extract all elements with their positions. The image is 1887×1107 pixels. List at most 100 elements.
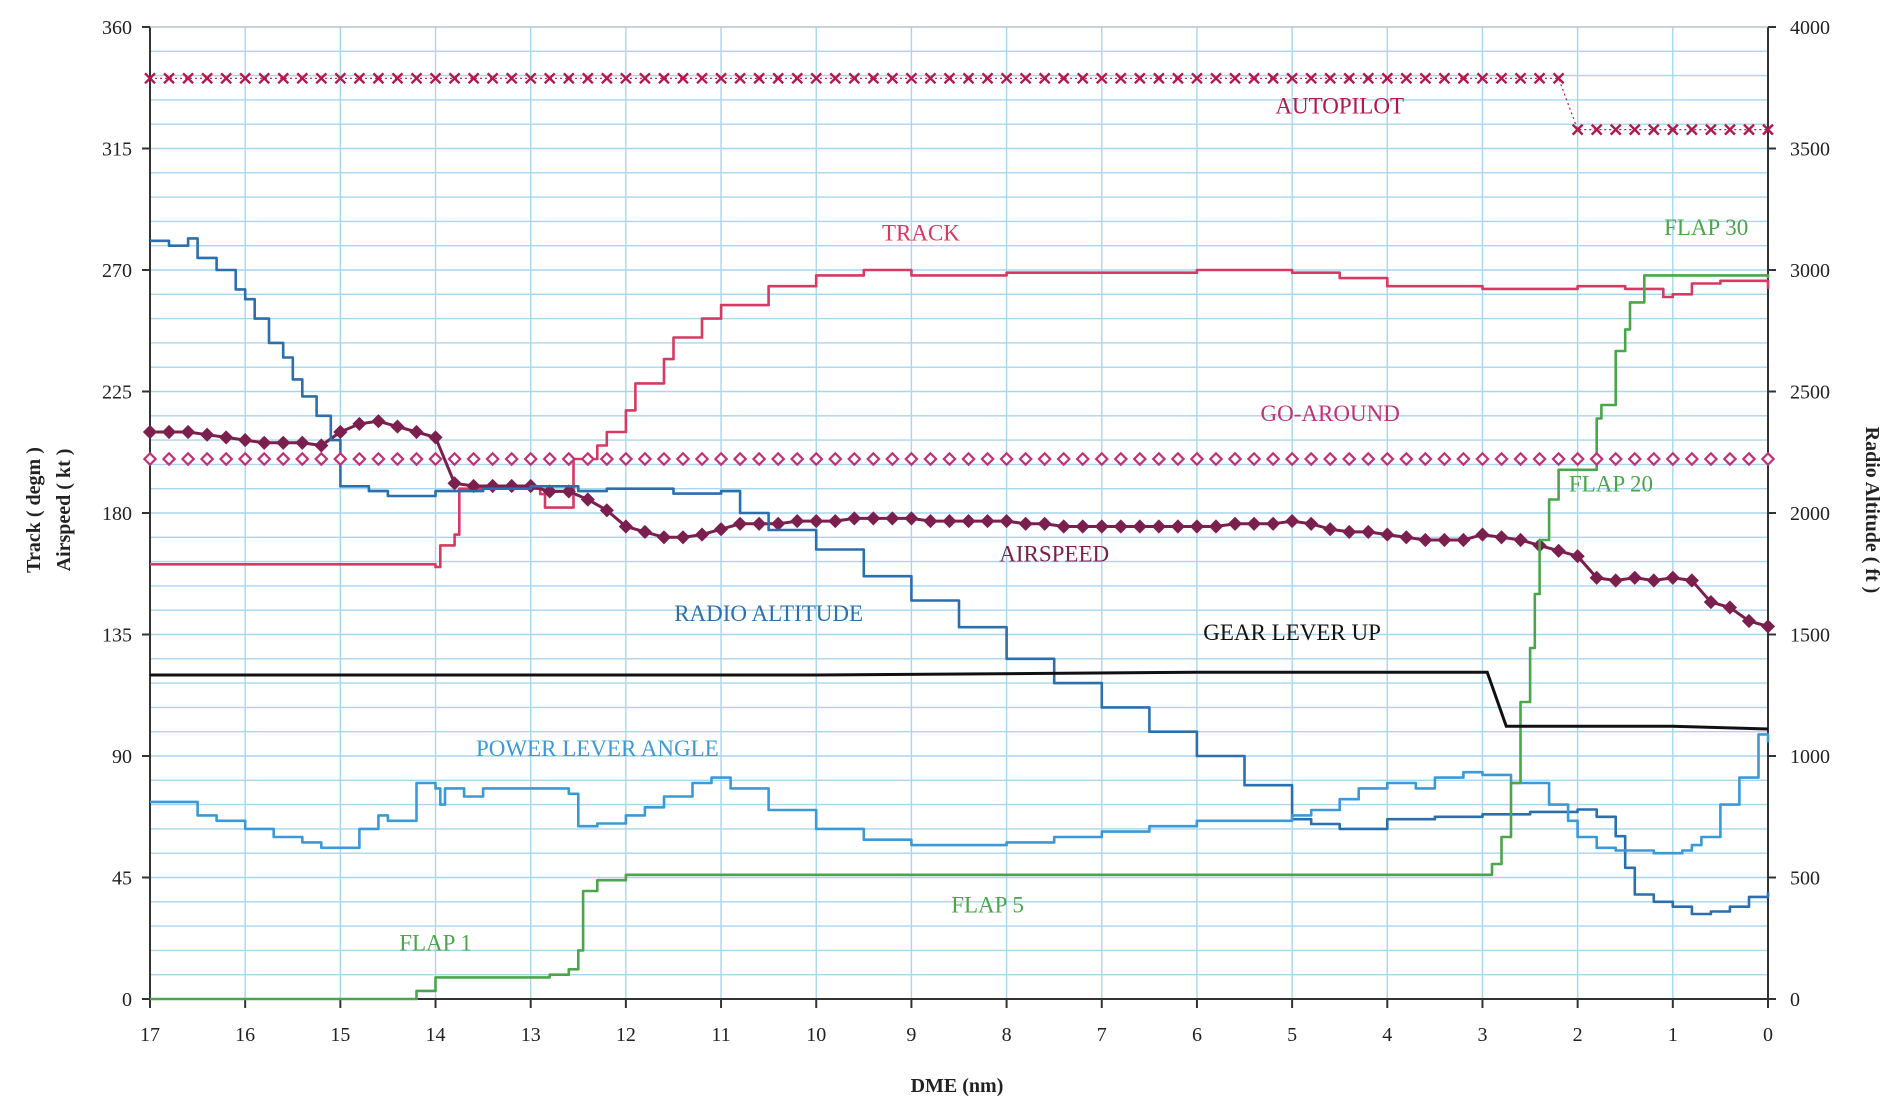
data-point-go_around bbox=[352, 451, 367, 467]
data-point-airspeed bbox=[999, 514, 1014, 529]
data-point-go_around bbox=[1646, 451, 1662, 467]
data-point-airspeed bbox=[885, 511, 900, 526]
data-point-go_around bbox=[751, 451, 767, 467]
data-point-go_around bbox=[770, 451, 786, 467]
series-line-flap bbox=[150, 274, 1770, 1001]
data-point-autopilot bbox=[524, 72, 537, 85]
tick-labels: 17 16 15 14 13 12 11 10 9 8 7 6 5 4 3 2 1 004590135180225… bbox=[102, 17, 1830, 1046]
data-point-airspeed bbox=[1437, 532, 1452, 548]
y-axis-left-title-airspeed: Airspeed ( kt ) bbox=[53, 449, 75, 572]
data-point-go_around bbox=[1551, 451, 1566, 467]
data-point-go_around bbox=[1627, 451, 1642, 467]
data-point-airspeed bbox=[1227, 516, 1243, 531]
data-point-autopilot bbox=[277, 72, 290, 85]
data-point-autopilot bbox=[810, 72, 823, 85]
data-point-go_around bbox=[1589, 451, 1604, 467]
data-point-airspeed bbox=[752, 516, 767, 531]
data-point-autopilot bbox=[1381, 72, 1394, 85]
data-point-autopilot bbox=[562, 72, 575, 85]
data-point-airspeed bbox=[161, 424, 177, 440]
y-left-tick-label: 270 bbox=[102, 260, 132, 282]
data-point-autopilot bbox=[505, 72, 518, 85]
data-point-autopilot bbox=[696, 72, 708, 85]
data-point-airspeed bbox=[1475, 527, 1490, 542]
data-point-airspeed bbox=[1741, 613, 1757, 629]
y-right-tick-label: 2000 bbox=[1790, 503, 1830, 525]
data-point-go_around bbox=[732, 451, 748, 467]
data-point-go_around bbox=[923, 451, 938, 467]
data-point-autopilot bbox=[886, 72, 899, 85]
data-point-autopilot bbox=[734, 72, 746, 85]
data-point-airspeed bbox=[1342, 524, 1357, 539]
x-tick-label: 17 bbox=[140, 1024, 160, 1046]
data-point-airspeed bbox=[1684, 573, 1699, 588]
data-point-autopilot bbox=[1571, 123, 1584, 136]
data-point-go_around bbox=[1760, 451, 1776, 467]
annotation-label: FLAP 20 bbox=[1569, 471, 1653, 496]
data-point-autopilot bbox=[334, 72, 347, 85]
data-point-autopilot bbox=[791, 72, 804, 85]
data-point-autopilot bbox=[1628, 123, 1641, 136]
data-point-go_around bbox=[1513, 451, 1528, 467]
data-point-airspeed bbox=[371, 414, 386, 429]
data-point-airspeed bbox=[1037, 516, 1052, 531]
y-left-tick-label: 0 bbox=[122, 989, 132, 1011]
x-tick-label: 12 bbox=[616, 1024, 636, 1046]
data-point-go_around bbox=[314, 451, 329, 467]
data-point-airspeed bbox=[1246, 516, 1262, 531]
data-point-airspeed bbox=[923, 514, 938, 529]
y-left-tick-label: 135 bbox=[102, 625, 132, 647]
x-tick-label: 3 bbox=[1477, 1024, 1487, 1046]
data-point-airspeed bbox=[428, 430, 443, 445]
data-point-autopilot bbox=[486, 72, 499, 85]
data-point-airspeed bbox=[257, 435, 272, 450]
data-point-autopilot bbox=[1267, 72, 1279, 85]
data-point-go_around bbox=[1018, 451, 1033, 467]
data-point-go_around bbox=[789, 451, 805, 467]
annotation-label: FLAP 30 bbox=[1664, 215, 1748, 240]
data-point-autopilot bbox=[829, 72, 842, 85]
data-point-airspeed bbox=[504, 478, 519, 494]
x-tick-label: 10 bbox=[806, 1024, 826, 1046]
data-point-autopilot bbox=[1000, 72, 1013, 85]
data-point-airspeed bbox=[1665, 570, 1680, 585]
data-point-go_around bbox=[1189, 451, 1205, 467]
data-point-airspeed bbox=[1456, 532, 1471, 548]
data-point-go_around bbox=[447, 451, 462, 467]
data-point-airspeed bbox=[580, 492, 595, 507]
data-point-go_around bbox=[371, 451, 386, 467]
data-point-go_around bbox=[656, 451, 672, 467]
data-point-autopilot bbox=[1476, 72, 1489, 85]
data-point-autopilot bbox=[658, 72, 670, 85]
data-point-autopilot bbox=[1552, 72, 1565, 85]
data-point-airspeed bbox=[771, 516, 786, 531]
data-point-autopilot bbox=[867, 72, 880, 85]
data-point-autopilot bbox=[220, 72, 232, 85]
series-airspeed bbox=[142, 414, 1776, 634]
data-point-go_around bbox=[1494, 451, 1509, 467]
data-point-airspeed bbox=[1722, 600, 1738, 615]
data-point-go_around bbox=[1094, 451, 1109, 467]
data-point-go_around bbox=[1075, 451, 1090, 467]
y-left-tick-label: 225 bbox=[102, 382, 132, 404]
data-point-go_around bbox=[599, 451, 615, 467]
data-point-airspeed bbox=[1266, 516, 1281, 531]
data-point-airspeed bbox=[847, 511, 862, 526]
data-point-autopilot bbox=[410, 72, 423, 85]
data-point-airspeed bbox=[542, 484, 557, 499]
annotation-label: AUTOPILOT bbox=[1275, 93, 1404, 118]
data-point-airspeed bbox=[447, 476, 462, 491]
data-point-autopilot bbox=[677, 72, 689, 85]
series-go_around bbox=[142, 451, 1776, 467]
data-point-go_around bbox=[713, 451, 729, 467]
series-power_lever_angle bbox=[150, 733, 1770, 855]
data-point-go_around bbox=[1151, 451, 1167, 467]
data-point-autopilot bbox=[1647, 123, 1660, 136]
data-point-airspeed bbox=[1551, 543, 1566, 558]
data-point-airspeed bbox=[1113, 519, 1128, 534]
data-point-autopilot bbox=[201, 72, 213, 85]
data-point-autopilot bbox=[1743, 123, 1755, 136]
data-point-go_around bbox=[999, 451, 1014, 467]
data-point-autopilot bbox=[1343, 72, 1356, 85]
data-point-airspeed bbox=[980, 514, 995, 529]
